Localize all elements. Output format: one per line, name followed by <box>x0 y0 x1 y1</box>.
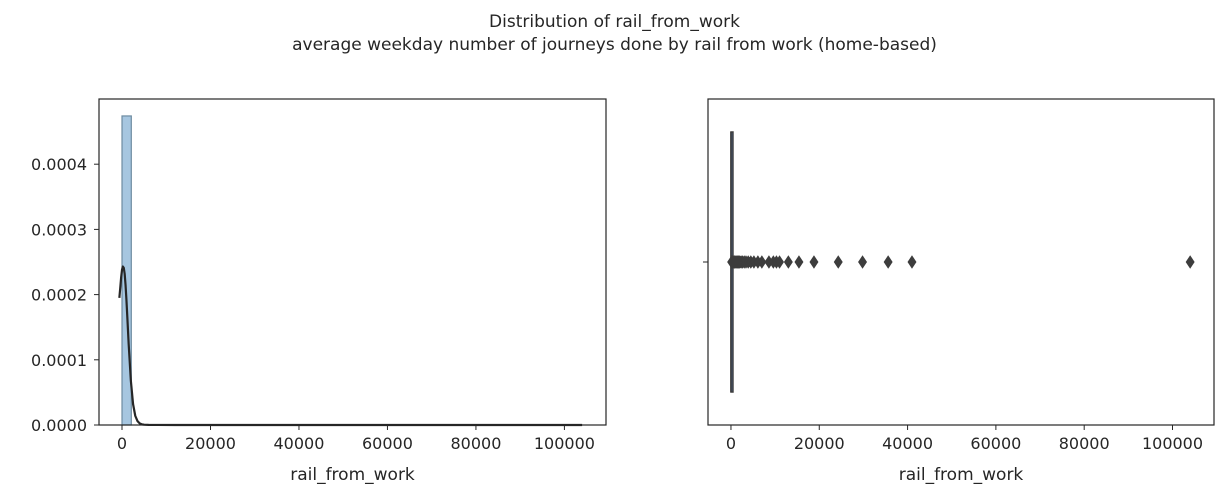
y-tick-label: 0.0003 <box>31 220 87 239</box>
outlier-point <box>775 255 785 269</box>
x-tick-label: 100000 <box>1142 434 1203 453</box>
outlier-point <box>794 255 804 269</box>
x-tick-label: 40000 <box>274 434 325 453</box>
y-tick-label: 0.0002 <box>31 286 87 305</box>
x-tick-label: 0 <box>726 434 736 453</box>
figure-title: Distribution of rail_from_work <box>489 12 740 32</box>
x-tick-label: 60000 <box>970 434 1021 453</box>
x-tick-label: 40000 <box>882 434 933 453</box>
kde-curve <box>118 265 583 427</box>
boxplot-axes: 0 20000 40000 60000 80000 100000 rail_from_wor… <box>703 98 1215 485</box>
x-axis-label: rail_from_work <box>290 465 415 485</box>
x-axis-label: rail_from_work <box>899 465 1024 485</box>
x-tick-label: 0 <box>117 434 127 453</box>
x-tick-label: 80000 <box>450 434 501 453</box>
x-tick-label: 20000 <box>794 434 845 453</box>
histogram-axes: 0.0000 0.0001 0.0002 0.0003 0.0004 0 20000 4000… <box>31 98 607 485</box>
outlier-point <box>907 255 917 269</box>
outlier-point <box>858 255 868 269</box>
x-tick-label: 20000 <box>185 434 236 453</box>
y-tick-label: 0.0000 <box>31 416 87 435</box>
x-tick-label: 60000 <box>362 434 413 453</box>
outlier-point <box>809 255 819 269</box>
histogram-frame <box>98 98 607 426</box>
outlier-point <box>757 255 767 269</box>
outlier-point <box>883 255 893 269</box>
outlier-point <box>833 255 843 269</box>
x-tick-label: 100000 <box>534 434 595 453</box>
figure-subtitle: average weekday number of journeys done … <box>292 35 937 55</box>
outlier-point <box>1185 255 1195 269</box>
y-tick-label: 0.0004 <box>31 155 87 174</box>
x-tick-label: 80000 <box>1059 434 1110 453</box>
boxplot-frame <box>707 98 1215 426</box>
outlier-point <box>783 255 793 269</box>
y-tick-label: 0.0001 <box>31 351 87 370</box>
